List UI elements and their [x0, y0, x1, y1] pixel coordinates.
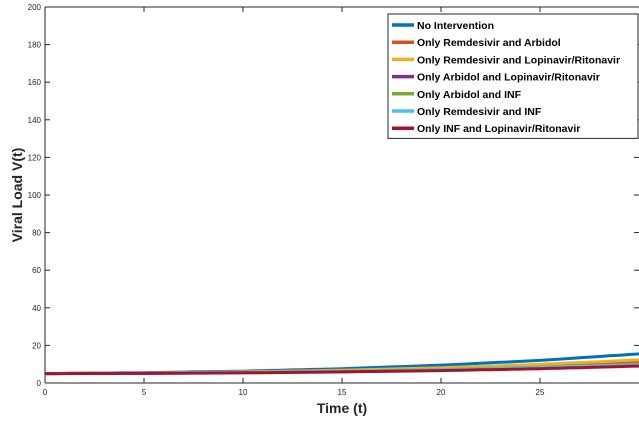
y-tick-label: 180 — [28, 41, 42, 50]
x-axis-label: Time (t) — [317, 400, 367, 416]
y-axis-label: Viral Load V(t) — [9, 148, 25, 243]
x-tick-label: 25 — [536, 388, 545, 397]
x-tick-label: 5 — [142, 388, 147, 397]
series-lines — [44, 352, 639, 376]
series-line — [45, 364, 639, 376]
x-tick-label: 20 — [437, 388, 446, 397]
legend-entry: Only INF and Lopinavir/Ritonavir — [417, 123, 580, 135]
x-tick-label: 10 — [239, 388, 248, 397]
y-tick-label: 40 — [32, 304, 41, 313]
y-tick-label: 80 — [32, 229, 41, 238]
y-tick-label: 60 — [32, 266, 41, 275]
legend-entry: Only Remdesivir and Lopinavir/Ritonavir — [417, 54, 620, 66]
y-tick-label: 140 — [28, 116, 42, 125]
x-axis: 0 5 10 15 20 25 — [43, 7, 545, 397]
legend: No Intervention Only Remdesivir and Arbid… — [387, 13, 639, 139]
y-tick-label: 20 — [32, 341, 41, 350]
y-tick-label: 200 — [28, 3, 42, 12]
legend-entry: Only Arbidol and INF — [417, 89, 522, 101]
y-tick-label: 160 — [28, 78, 42, 87]
legend-entry: No Intervention — [417, 20, 494, 32]
x-tick-label: 0 — [43, 388, 48, 397]
legend-entry: Only Remdesivir and Arbidol — [417, 37, 561, 49]
legend-entry: Only Remdesivir and INF — [417, 106, 542, 118]
legend-box — [387, 13, 639, 139]
y-tick-label: 120 — [28, 153, 42, 162]
x-tick-label: 15 — [338, 388, 347, 397]
y-tick-label: 100 — [28, 191, 42, 200]
legend-entry: Only Arbidol and Lopinavir/Ritonavir — [417, 72, 600, 84]
y-tick-label: 0 — [37, 379, 42, 388]
